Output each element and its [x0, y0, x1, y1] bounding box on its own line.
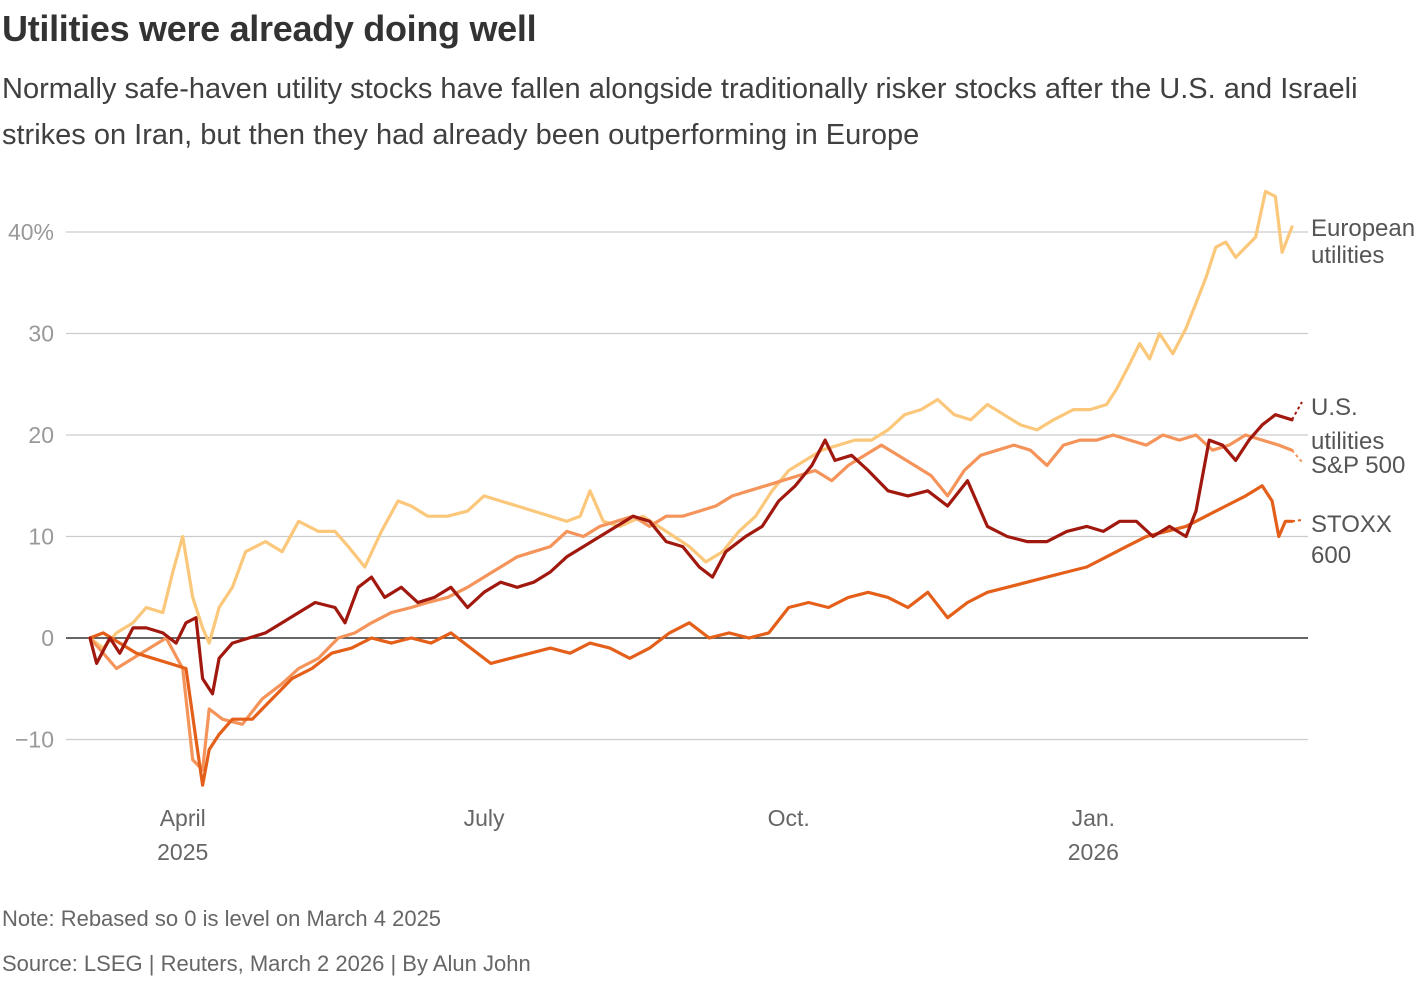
series-label-sandp-500: S&P 500 [1311, 452, 1405, 479]
x-tick-label: Oct. [768, 805, 810, 831]
series-label-u-s-utilities: U.S. utilities [1311, 394, 1384, 455]
x-tick-label: July [464, 805, 505, 831]
series-line-stoxx-600 [88, 484, 1294, 787]
y-tick-label: −10 [15, 727, 54, 753]
chart-note: Note: Rebased so 0 is level on March 4 2… [2, 906, 442, 931]
y-tick-label: 10 [28, 524, 54, 550]
chart-title: Utilities were already doing well [2, 8, 537, 49]
x-axis: April 2025 July Oct. Jan. 2026 [157, 805, 1119, 865]
series-label-line: European [1311, 215, 1415, 242]
y-tick-label: 40% [8, 219, 54, 245]
y-tick-label: 20 [28, 422, 54, 448]
series-line-european-utilities [88, 189, 1294, 650]
series-label-line: U.S. [1311, 394, 1358, 421]
series-label-line: S&P 500 [1311, 452, 1405, 479]
y-axis: 40% 30 20 10 0 −10 [8, 219, 54, 753]
chart-subtitle: Normally safe-haven utility stocks have … [2, 73, 1358, 151]
series-lines [88, 189, 1294, 787]
series-label-line: STOXX [1311, 511, 1392, 538]
label-leader-sandp-500 [1291, 449, 1303, 463]
x-tick-year-label: 2026 [1068, 839, 1119, 865]
x-tick-label: April [160, 805, 206, 831]
label-leader-u-s-utilities [1291, 401, 1303, 421]
x-tick-year-label: 2025 [157, 839, 208, 865]
chart-source: Source: LSEG | Reuters, March 2 2026 | B… [2, 951, 531, 976]
y-tick-label: 30 [28, 321, 54, 347]
series-label-line: utilities [1311, 428, 1384, 455]
series-line-sandp-500 [88, 433, 1294, 772]
series-line-u-s-utilities [88, 413, 1294, 696]
series-label-european-utilities: European utilities [1311, 215, 1415, 269]
label-leader-stoxx-600 [1291, 519, 1303, 523]
gridlines [66, 231, 1308, 741]
series-label-line: utilities [1311, 242, 1384, 269]
series-label-stoxx-600: STOXX 600 [1311, 511, 1392, 569]
y-tick-label: 0 [41, 625, 54, 651]
x-tick-label: Jan. [1072, 805, 1115, 831]
series-label-line: 600 [1311, 542, 1351, 569]
